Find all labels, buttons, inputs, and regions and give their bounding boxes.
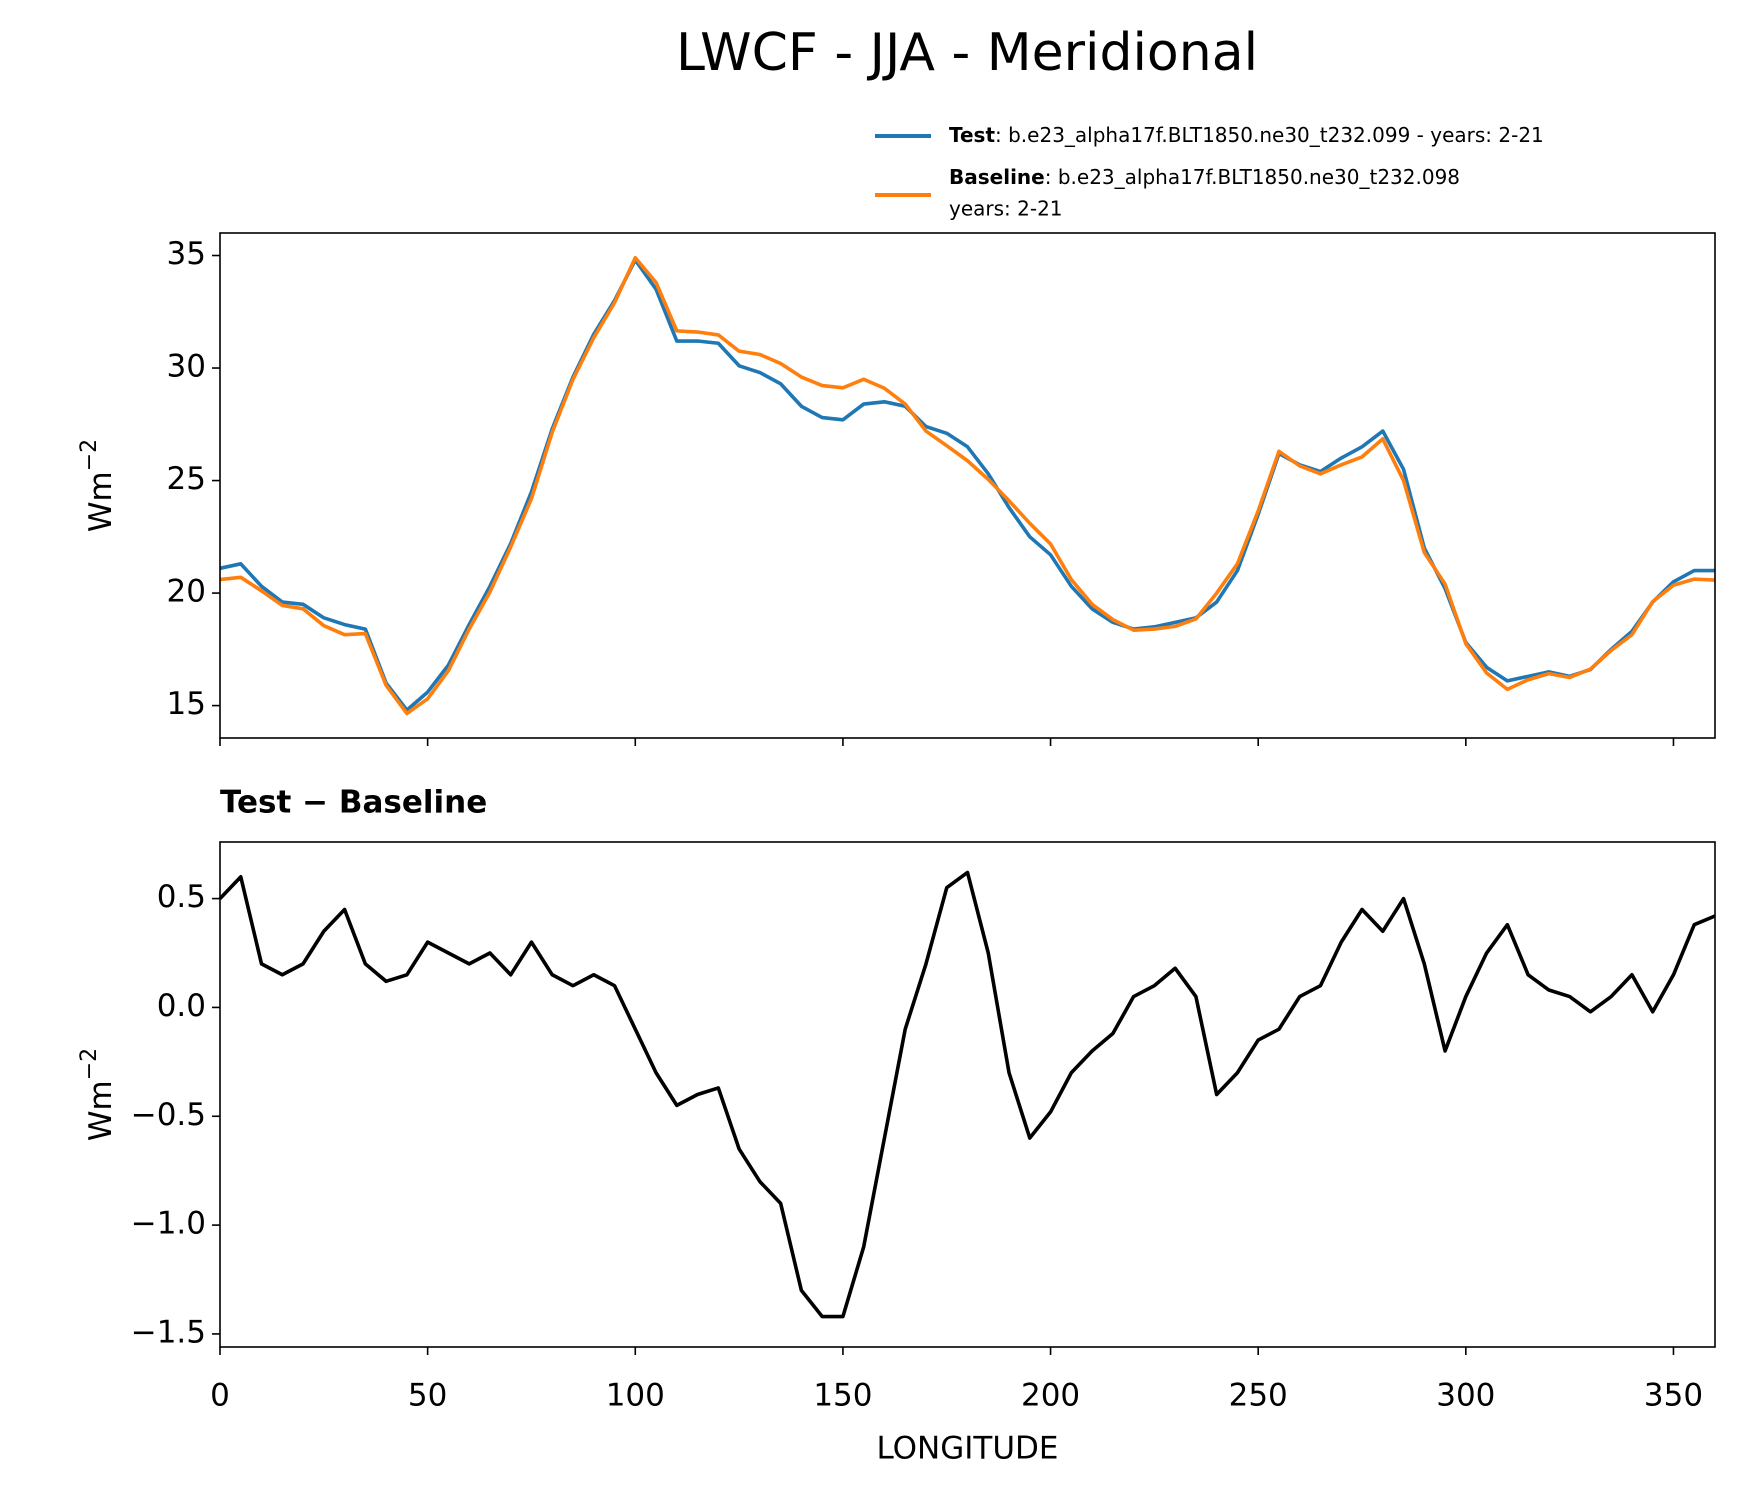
y-tick-label: 15 <box>167 686 206 722</box>
legend-label: years: 2-21 <box>949 197 1063 221</box>
legend-name: Test <box>949 123 995 147</box>
y-axis-label-sup: −2 <box>77 439 102 471</box>
y-tick-label: 20 <box>167 574 206 610</box>
y-tick-label: −1.0 <box>131 1206 206 1242</box>
x-axis-label: LONGITUDE <box>876 1431 1058 1467</box>
legend-description: : b.e23_alpha17f.BLT1850.ne30_t232.098 <box>1045 165 1460 189</box>
legend-label: Baseline: b.e23_alpha17f.BLT1850.ne30_t2… <box>949 165 1460 189</box>
x-tick-label: 0 <box>210 1378 230 1414</box>
data-line <box>218 870 1716 1319</box>
y-axis-label-sup: −2 <box>77 1048 102 1080</box>
y-tick-label: 30 <box>167 349 206 385</box>
y-tick-label: 25 <box>167 461 206 497</box>
x-tick-label: 250 <box>1229 1378 1288 1414</box>
axes-title: Test − Baseline <box>220 785 487 821</box>
data-line <box>219 255 1716 716</box>
x-tick-label: 350 <box>1644 1378 1703 1414</box>
y-axis-label-base: Wm <box>83 471 119 532</box>
axes-frame <box>219 841 1716 1348</box>
y-tick-label: 35 <box>167 236 206 272</box>
figure-title: LWCF - JJA - Meridional <box>676 23 1258 83</box>
x-tick-label: 150 <box>813 1378 872 1414</box>
y-axis-label-base: Wm <box>83 1080 119 1141</box>
axes-frame <box>219 232 1716 739</box>
legend-label: Test: b.e23_alpha17f.BLT1850.ne30_t232.0… <box>949 123 1544 147</box>
legend-name: Baseline <box>949 165 1045 189</box>
y-tick-label: −0.5 <box>131 1097 206 1133</box>
y-tick-label: 0.0 <box>157 988 206 1024</box>
y-axis-label: Wm−2 <box>77 439 119 532</box>
y-tick-label: −1.5 <box>131 1314 206 1350</box>
x-tick-label: 50 <box>408 1378 447 1414</box>
y-axis-label: Wm−2 <box>77 1048 119 1141</box>
x-tick-label: 200 <box>1021 1378 1080 1414</box>
y-tick-label: 0.5 <box>157 879 206 915</box>
x-tick-label: 100 <box>606 1378 665 1414</box>
legend-description: : b.e23_alpha17f.BLT1850.ne30_t232.099 -… <box>995 123 1544 147</box>
x-tick-label: 300 <box>1436 1378 1495 1414</box>
